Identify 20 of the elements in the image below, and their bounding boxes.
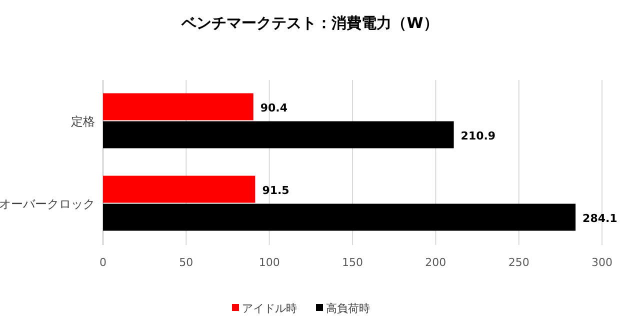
x-tick-label: 250 [508, 256, 530, 269]
y-tick-label: 定格 [71, 114, 95, 128]
data-label: 284.1 [582, 212, 618, 225]
bar [103, 204, 576, 231]
legend-label: アイドル時 [242, 302, 297, 315]
data-label: 210.9 [460, 129, 496, 142]
x-tick-label: 0 [100, 256, 106, 269]
y-tick-label: オーバークロック [0, 196, 95, 211]
bar [103, 176, 256, 203]
legend-label: 高負荷時 [326, 302, 370, 315]
x-tick-label: 300 [592, 256, 612, 269]
chart-title: ベンチマークテスト：消費電力（W） [180, 14, 438, 32]
bar [103, 93, 254, 120]
data-label: 90.4 [260, 101, 288, 114]
x-tick-label: 100 [258, 256, 280, 269]
x-tick-label: 50 [179, 256, 194, 269]
bar [103, 121, 454, 148]
data-label: 91.5 [262, 184, 290, 197]
x-tick-label: 150 [342, 256, 363, 269]
x-tick-label: 200 [425, 256, 446, 269]
